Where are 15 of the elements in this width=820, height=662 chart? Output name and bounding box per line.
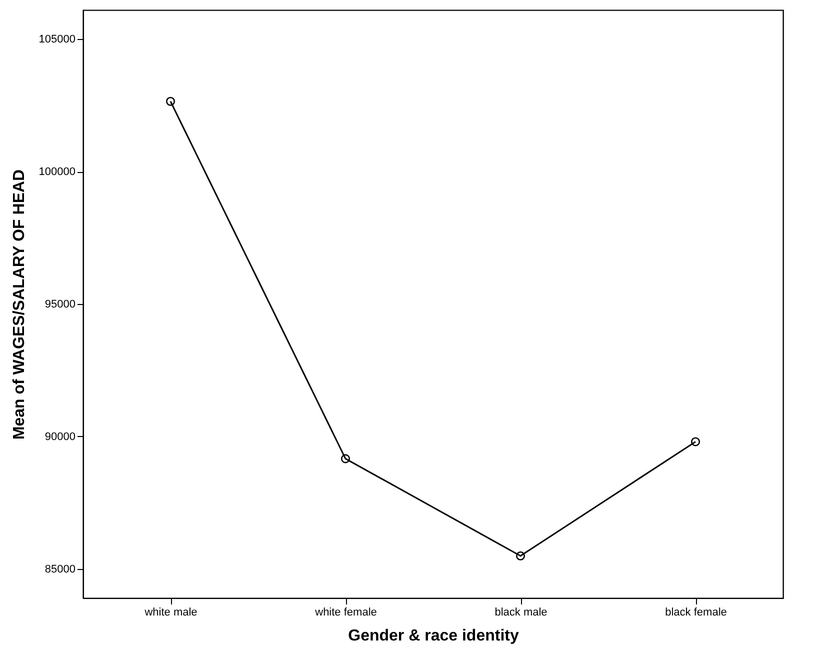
y-tick-label: 85000 <box>44 563 76 576</box>
y-tick-label: 90000 <box>44 430 76 443</box>
y-tick-label: 100000 <box>38 166 76 178</box>
x-tick-label: black female <box>665 606 727 618</box>
point <box>690 437 700 446</box>
y-tick-label: 95000 <box>44 298 76 310</box>
y-tick-label: 105000 <box>38 34 76 46</box>
y-axis-title: Mean of WAGES/SALARY OF HEAD <box>10 169 28 440</box>
point <box>166 96 176 106</box>
point <box>516 551 526 560</box>
x-tick-label: white male <box>144 606 198 618</box>
x-axis-title: Gender & race identity <box>348 628 519 644</box>
point <box>340 454 350 464</box>
x-tick-label: white female <box>314 606 377 618</box>
x-tick-label: black male <box>494 606 548 618</box>
